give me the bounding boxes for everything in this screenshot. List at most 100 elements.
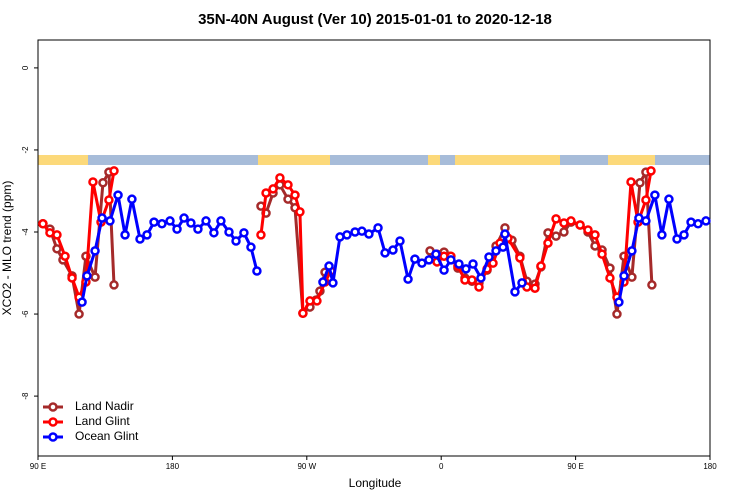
- data-point: [74, 309, 84, 319]
- data-point: [261, 188, 271, 198]
- data-point: [298, 308, 308, 318]
- data-point: [626, 177, 636, 187]
- data-point: [142, 230, 152, 240]
- data-point: [295, 207, 305, 217]
- data-point: [90, 272, 100, 282]
- y-tick-label: -4: [21, 228, 30, 236]
- data-point: [224, 227, 234, 237]
- data-point: [283, 194, 293, 204]
- data-point: [575, 220, 585, 230]
- data-point: [446, 255, 456, 265]
- data-point: [410, 254, 420, 264]
- y-tick-label: -2: [21, 146, 30, 154]
- data-point: [149, 217, 159, 227]
- data-point: [38, 219, 48, 229]
- data-point: [395, 236, 405, 246]
- data-point: [239, 228, 249, 238]
- data-point: [290, 190, 300, 200]
- legend-marker: [48, 402, 58, 412]
- data-point: [627, 246, 637, 256]
- chart-title: 35N-40N August (Ver 10) 2015-01-01 to 20…: [198, 11, 552, 28]
- data-point: [120, 230, 130, 240]
- data-point: [88, 177, 98, 187]
- data-point: [256, 230, 266, 240]
- data-point: [647, 280, 657, 290]
- legend-label: Ocean Glint: [75, 429, 139, 443]
- data-point: [543, 238, 553, 248]
- data-point: [209, 228, 219, 238]
- data-point: [650, 190, 660, 200]
- data-point: [417, 258, 427, 268]
- data-point: [324, 261, 334, 271]
- data-point: [641, 216, 651, 226]
- data-point: [646, 166, 656, 176]
- data-point: [701, 216, 711, 226]
- x-tick-label: 180: [166, 462, 180, 471]
- data-point: [693, 219, 703, 229]
- data-point: [201, 216, 211, 226]
- data-point: [275, 173, 285, 183]
- data-point: [283, 180, 293, 190]
- data-point: [90, 246, 100, 256]
- data-point: [619, 271, 629, 281]
- data-point: [454, 259, 464, 269]
- data-point: [627, 272, 637, 282]
- data-point: [67, 273, 77, 283]
- data-point: [559, 227, 569, 237]
- x-tick-label: 90 W: [297, 462, 316, 471]
- data-point: [82, 271, 92, 281]
- data-point: [252, 266, 262, 276]
- data-point: [510, 287, 520, 297]
- data-point: [431, 249, 441, 259]
- data-point: [500, 229, 510, 239]
- data-point: [657, 230, 667, 240]
- data-point: [52, 230, 62, 240]
- data-point: [109, 280, 119, 290]
- x-tick-label: 90 E: [30, 462, 46, 471]
- data-point: [461, 264, 471, 274]
- data-point: [113, 190, 123, 200]
- data-point: [530, 283, 540, 293]
- data-point: [268, 184, 278, 194]
- data-point: [165, 216, 175, 226]
- data-point: [439, 265, 449, 275]
- data-point: [635, 178, 645, 188]
- data-point: [672, 234, 682, 244]
- data-point: [536, 261, 546, 271]
- legend-label: Land Nadir: [75, 399, 134, 413]
- legend-marker: [48, 417, 58, 427]
- data-point: [127, 194, 137, 204]
- data-point: [104, 195, 114, 205]
- data-point: [105, 216, 115, 226]
- data-point: [597, 249, 607, 259]
- x-tick-label: 180: [703, 462, 717, 471]
- data-point: [388, 245, 398, 255]
- data-point: [590, 230, 600, 240]
- data-point: [468, 259, 478, 269]
- data-point: [246, 242, 256, 252]
- data-point: [498, 242, 508, 252]
- data-point: [612, 309, 622, 319]
- data-point: [135, 234, 145, 244]
- data-point: [318, 277, 328, 287]
- y-tick-label: -8: [21, 392, 30, 400]
- y-axis-label: XCO2 - MLO trend (ppm): [0, 181, 14, 316]
- data-point: [403, 274, 413, 284]
- data-point: [342, 230, 352, 240]
- data-point: [517, 278, 527, 288]
- data-point: [98, 178, 108, 188]
- data-point: [491, 246, 501, 256]
- data-point: [484, 252, 494, 262]
- data-point: [186, 218, 196, 228]
- data-point: [467, 275, 477, 285]
- data-point: [312, 296, 322, 306]
- data-point: [172, 224, 182, 234]
- data-point: [566, 216, 576, 226]
- legend-label: Land Glint: [75, 414, 130, 428]
- series-line: [41, 170, 653, 315]
- data-point: [476, 273, 486, 283]
- data-point: [515, 253, 525, 263]
- data-point: [216, 216, 226, 226]
- plot-frame: [37, 39, 711, 457]
- data-point: [551, 214, 561, 224]
